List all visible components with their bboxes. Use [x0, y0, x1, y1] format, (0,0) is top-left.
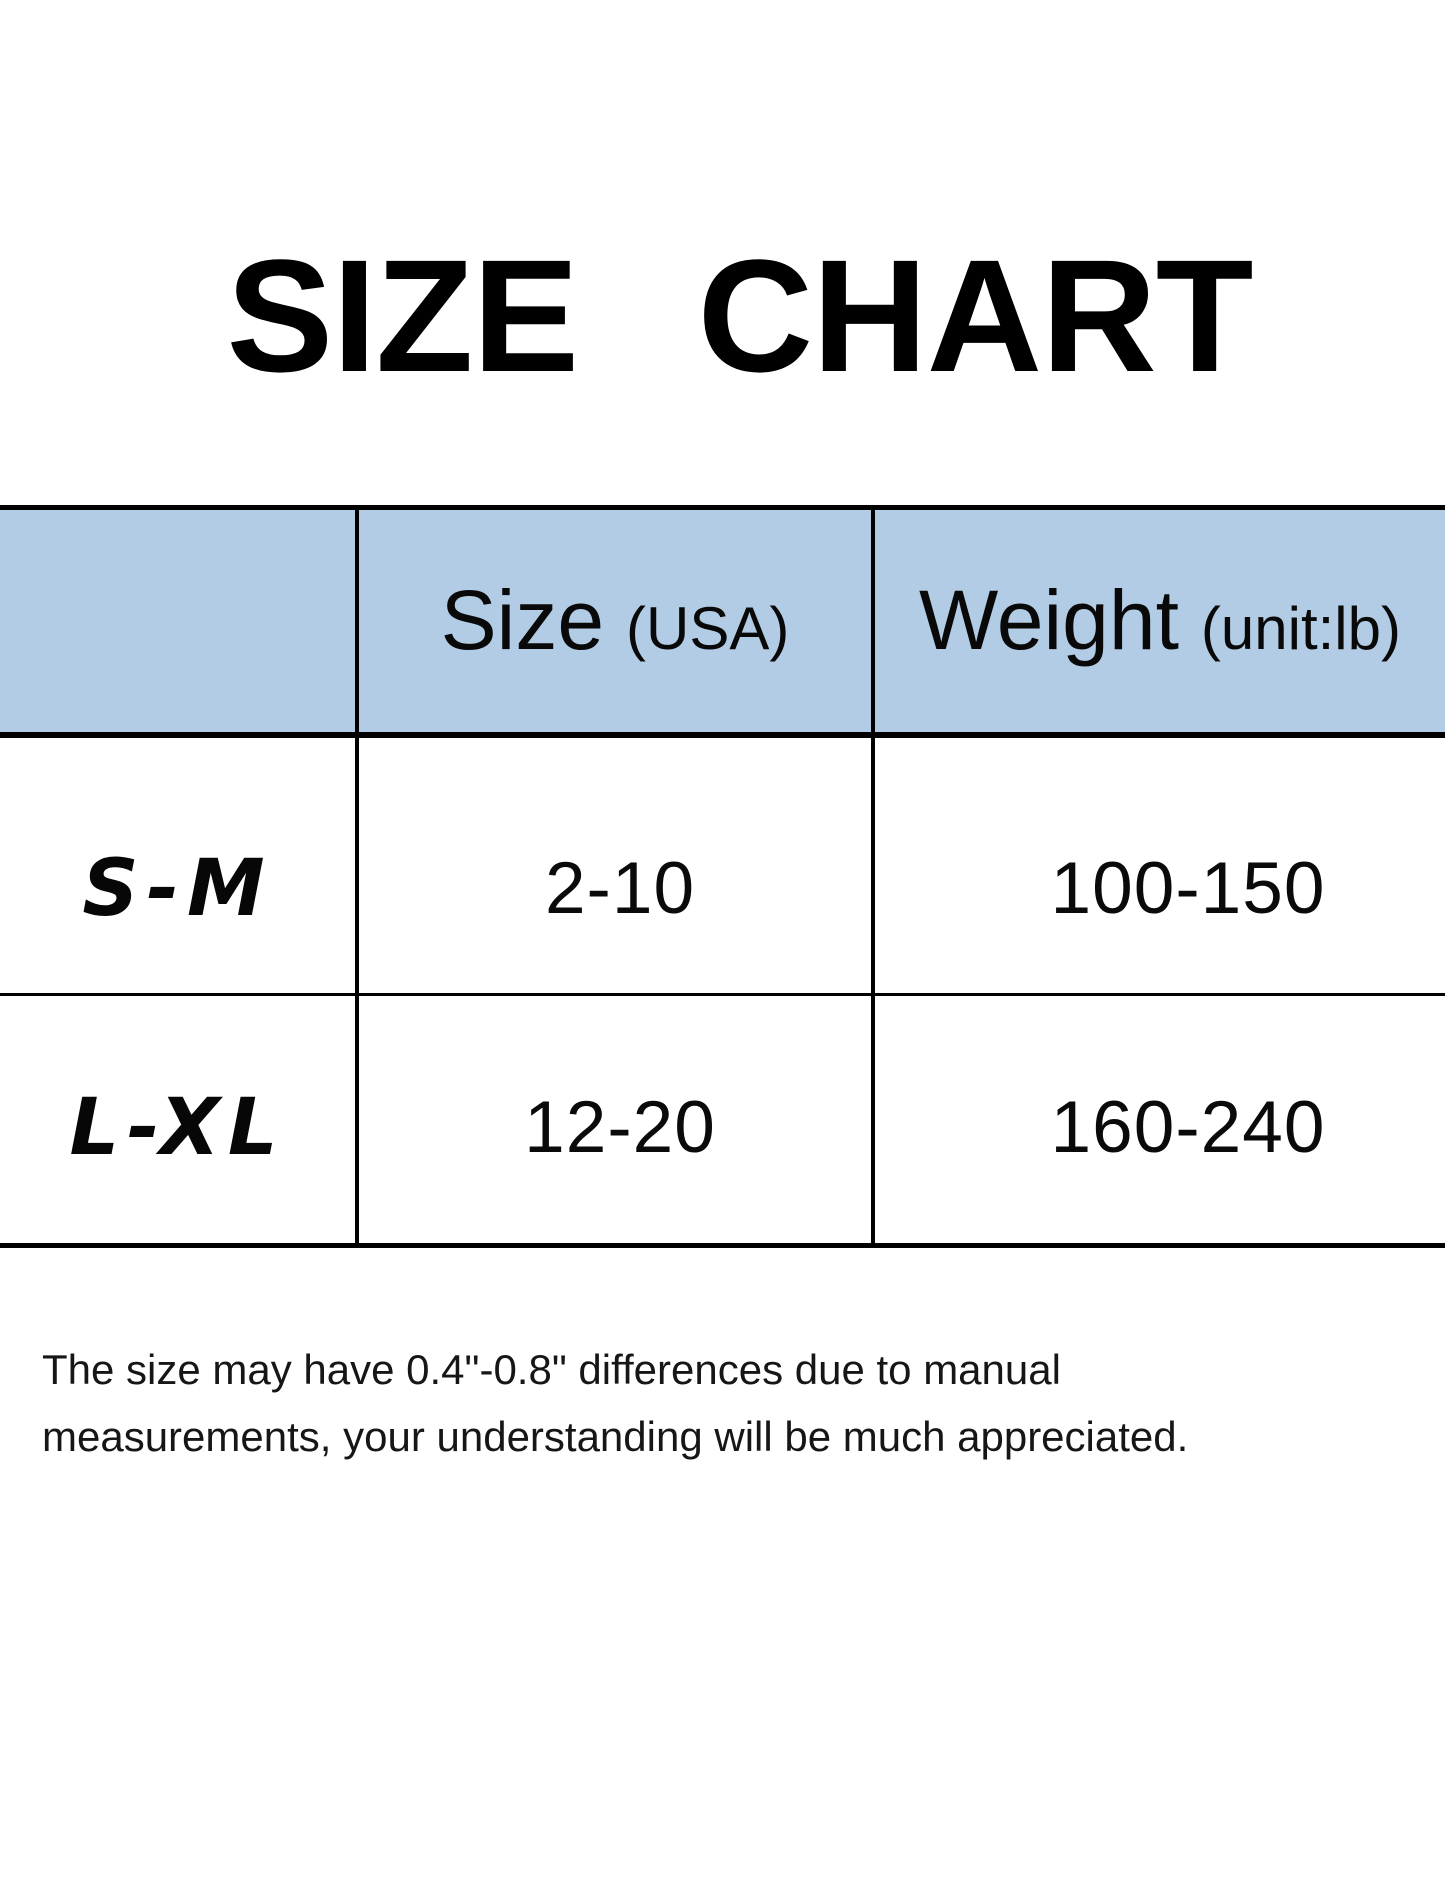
- footnote: The size may have 0.4"-0.8" differences …: [42, 1336, 1432, 1470]
- footnote-line-1: The size may have 0.4"-0.8" differences …: [42, 1346, 1061, 1393]
- size-column-sublabel: (USA): [626, 595, 790, 662]
- size-chart-table: Size (USA) Weight (unit:lb) S-M 2-10 100-1…: [0, 505, 1445, 1248]
- header-cell-weight: Weight (unit:lb): [871, 510, 1445, 738]
- weight-column-sublabel: (unit:lb): [1200, 595, 1401, 662]
- row-2-weight-value: 160-240: [871, 996, 1445, 1243]
- row-2-size-range-label: L-XL: [0, 996, 355, 1243]
- header-cell-size: Size (USA): [355, 510, 871, 738]
- row-1-size-range-label: S-M: [0, 738, 355, 996]
- footnote-line-2: measurements, your understanding will be…: [42, 1413, 1189, 1460]
- weight-column-label: Weight: [919, 573, 1179, 667]
- size-column-label: Size: [440, 573, 605, 667]
- row-2-usa-size-value: 12-20: [355, 996, 871, 1243]
- row-1-usa-size-value: 2-10: [355, 738, 871, 996]
- page-title: SIZE CHART: [226, 226, 1254, 405]
- row-1-weight-value: 100-150: [871, 738, 1445, 996]
- header-cell-blank: [0, 510, 355, 738]
